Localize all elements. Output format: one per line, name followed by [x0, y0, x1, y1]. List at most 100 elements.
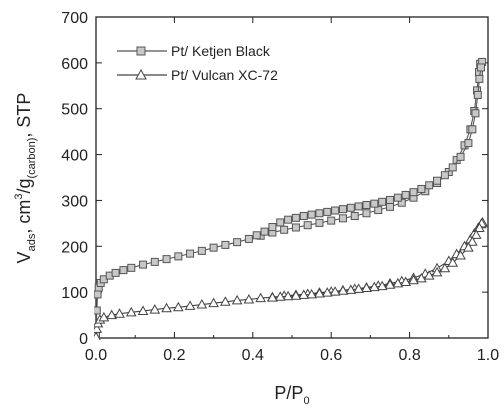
data-point-triangle [172, 301, 184, 312]
data-point-square [362, 209, 371, 218]
data-point-square [409, 188, 418, 197]
data-point-triangle [416, 272, 427, 283]
data-point-square [350, 212, 359, 221]
data-point-square [139, 260, 148, 269]
data-point-triangle [384, 279, 396, 289]
data-point-square [417, 184, 426, 193]
data-point-triangle [274, 291, 286, 301]
data-point-triangle [474, 222, 485, 232]
x-tick-label: 0.6 [320, 347, 342, 364]
legend-entry-vulcan: Pt/ Vulcan XC-72 [117, 67, 278, 83]
data-point-square [119, 266, 128, 275]
data-point-square [362, 201, 371, 210]
legend-square-marker [136, 46, 146, 56]
data-point-triangle [161, 302, 172, 313]
data-point-triangle [353, 283, 364, 293]
data-point-triangle [361, 282, 372, 293]
data-point-triangle [184, 300, 196, 310]
data-point-square [393, 193, 402, 202]
data-point-square [233, 238, 242, 247]
data-point-square [464, 139, 473, 148]
data-point-triangle [98, 311, 110, 322]
data-point-square [315, 218, 324, 227]
data-point-square [468, 125, 477, 134]
data-point-triangle [298, 289, 310, 299]
series-square [94, 57, 487, 339]
data-point-triangle [337, 285, 349, 295]
data-point-square [471, 109, 480, 118]
data-point-triangle [208, 297, 219, 308]
x-tick-labels: 0.0 0.2 0.4 0.6 0.8 1.0 [85, 347, 499, 364]
data-point-square [268, 223, 277, 232]
data-point-square [221, 240, 230, 249]
data-point-triangle [94, 331, 101, 340]
data-point-triangle [423, 270, 435, 280]
data-point-square [174, 252, 183, 261]
data-point-square [386, 195, 394, 204]
y-tick-labels: 0 100 200 300 400 500 600 700 [61, 10, 88, 348]
axis-ticks [95, 16, 489, 339]
data-point-square [150, 257, 159, 266]
data-point-triangle [463, 242, 474, 252]
data-point-triangle [345, 284, 357, 294]
data-point-triangle [114, 308, 125, 318]
data-point-square [111, 268, 120, 277]
legend-label-ketjen: Pt/ Ketjen Black [171, 43, 271, 59]
data-point-square [401, 190, 410, 199]
data-point-square [448, 163, 457, 172]
data-point-triangle [196, 299, 208, 309]
data-point-square [473, 90, 482, 99]
data-point-triangle [392, 277, 404, 288]
series-triangle [94, 216, 488, 340]
data-point-square [315, 209, 324, 218]
data-point-triangle [439, 262, 451, 273]
data-point-triangle [314, 287, 325, 298]
data-point-triangle [231, 294, 243, 305]
data-point-square [346, 203, 355, 212]
data-point-square [94, 306, 101, 315]
data-point-square [370, 199, 379, 208]
x-tick-label: 0.0 [85, 347, 107, 364]
data-point-square [280, 225, 289, 234]
data-point-square [299, 212, 308, 221]
data-point-square [327, 216, 336, 225]
data-point-square [197, 246, 206, 255]
data-point-square [338, 205, 347, 214]
x-axis-title: P/P0 [274, 383, 309, 407]
y-tick-label: 100 [61, 285, 88, 302]
data-point-square [209, 243, 218, 252]
y-tick-label: 300 [61, 193, 88, 210]
data-point-triangle [267, 292, 278, 302]
data-point-triangle [220, 296, 231, 306]
data-point-square [425, 181, 434, 190]
data-point-square [291, 213, 300, 222]
series-layer [94, 57, 488, 340]
legend-entry-ketjen: Pt/ Ketjen Black [117, 43, 271, 59]
y-tick-label: 700 [61, 10, 88, 27]
data-point-square [338, 214, 347, 223]
data-point-square [252, 231, 261, 240]
data-point-square [276, 218, 285, 227]
data-point-triangle [329, 286, 341, 296]
data-point-triangle [282, 290, 294, 301]
data-point-square [244, 234, 253, 243]
data-point-square [303, 221, 312, 230]
data-point-triangle [149, 304, 161, 314]
data-point-triangle [125, 306, 137, 317]
data-point-square [284, 215, 293, 224]
data-point-square [475, 74, 484, 83]
data-point-triangle [106, 309, 118, 320]
data-point-square [186, 249, 195, 258]
data-point-square [94, 290, 102, 299]
data-point-square [433, 176, 442, 185]
data-point-triangle [306, 288, 317, 299]
data-point-triangle [290, 290, 302, 300]
data-point-triangle [255, 292, 266, 303]
data-point-triangle [243, 293, 255, 304]
y-tick-label: 400 [61, 148, 88, 165]
data-point-triangle [368, 281, 380, 292]
data-point-square [291, 223, 300, 232]
data-point-square [440, 171, 449, 180]
data-point-square [323, 207, 332, 216]
data-point-triangle [431, 266, 443, 277]
